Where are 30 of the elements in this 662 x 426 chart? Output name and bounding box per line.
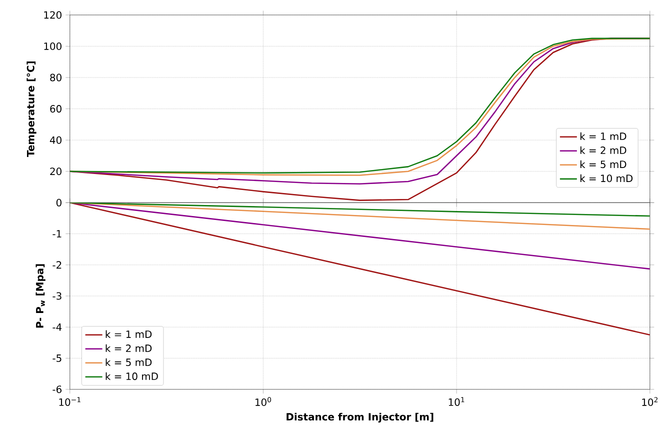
y-tick-label: 60 xyxy=(50,105,62,113)
y-tick-label: -3 xyxy=(52,292,62,300)
legend-label: k = 1 mD xyxy=(106,330,152,338)
legend-label: k = 2 mD xyxy=(106,344,152,352)
x-tick-label: 10$^{0}$ xyxy=(256,397,272,406)
y-tick-label: 40 xyxy=(50,136,62,144)
y-tick-label: -4 xyxy=(52,324,62,331)
y-tick-label: -6 xyxy=(52,386,62,394)
x-tick-label: 10$^{2}$ xyxy=(642,397,658,406)
legend-label: k = 10 mD xyxy=(580,174,633,182)
x-axis-title: Distance from Injector [m] xyxy=(286,412,434,423)
legend-label: k = 10 mD xyxy=(106,372,158,380)
legend-label: k = 2 mD xyxy=(580,146,626,154)
y-tick-label: -2 xyxy=(52,261,62,269)
y-tick-label: -5 xyxy=(52,354,62,362)
x-tick-label: 10$^{−1}$ xyxy=(59,397,80,406)
y-tick-label: 0 xyxy=(56,198,62,206)
y-tick-label: 100 xyxy=(44,42,62,50)
y-tick-label: 80 xyxy=(50,74,62,82)
legend-label: k = 1 mD xyxy=(580,132,626,140)
line-series xyxy=(70,202,650,217)
x-tick-label: 10$^{1}$ xyxy=(448,397,464,406)
y-tick-label: 20 xyxy=(50,168,62,176)
y-tick-label: -1 xyxy=(52,230,62,238)
y-axis-title: Temperature [°C] xyxy=(26,62,36,158)
line-series xyxy=(70,202,650,336)
y-axis-title: P- P$_{w}$ [Mpa] xyxy=(36,264,46,328)
legend-label: k = 5 mD xyxy=(580,160,626,168)
legend-label: k = 5 mD xyxy=(106,358,152,366)
y-tick-label: 120 xyxy=(44,11,62,19)
